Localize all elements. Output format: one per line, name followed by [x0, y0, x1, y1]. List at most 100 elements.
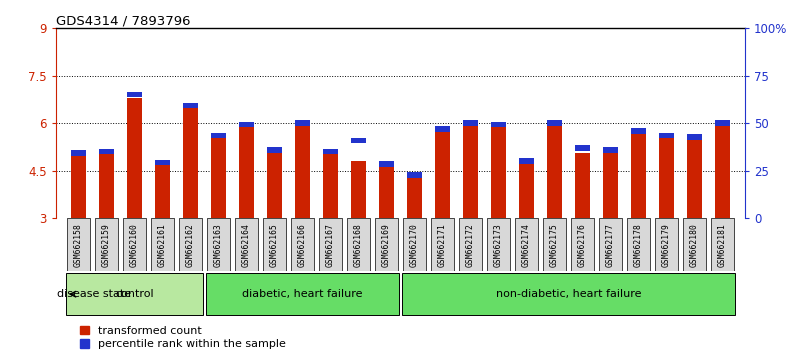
FancyBboxPatch shape	[291, 218, 314, 271]
Text: GSM662163: GSM662163	[214, 223, 223, 267]
Bar	[491, 122, 506, 127]
Text: disease state: disease state	[57, 289, 131, 299]
Bar	[351, 161, 366, 218]
Bar	[435, 128, 450, 218]
Text: GSM662165: GSM662165	[270, 223, 279, 267]
Text: GSM662177: GSM662177	[606, 223, 615, 267]
FancyBboxPatch shape	[459, 218, 482, 271]
Bar	[155, 160, 170, 165]
Text: GSM662174: GSM662174	[522, 223, 531, 267]
FancyBboxPatch shape	[235, 218, 258, 271]
FancyBboxPatch shape	[375, 218, 398, 271]
Text: GSM662166: GSM662166	[298, 223, 307, 267]
Bar	[603, 152, 618, 218]
Bar	[686, 139, 702, 218]
Bar	[519, 161, 534, 218]
Bar	[547, 120, 562, 126]
Bar	[99, 149, 115, 154]
Bar	[99, 153, 115, 218]
FancyBboxPatch shape	[347, 218, 370, 271]
Text: GSM662181: GSM662181	[718, 223, 727, 267]
Text: GSM662172: GSM662172	[466, 223, 475, 267]
Text: GSM662171: GSM662171	[438, 223, 447, 267]
FancyBboxPatch shape	[123, 218, 146, 271]
Text: GSM662162: GSM662162	[186, 223, 195, 267]
Text: GSM662168: GSM662168	[354, 223, 363, 267]
Bar	[379, 166, 394, 218]
Bar	[183, 103, 198, 108]
Bar	[659, 133, 674, 138]
FancyBboxPatch shape	[206, 273, 399, 315]
Bar	[686, 135, 702, 140]
FancyBboxPatch shape	[263, 218, 286, 271]
Bar	[267, 152, 282, 218]
Text: control: control	[115, 289, 154, 299]
FancyBboxPatch shape	[599, 218, 622, 271]
Bar	[323, 149, 338, 154]
Text: GSM662170: GSM662170	[410, 223, 419, 267]
Text: non-diabetic, heart failure: non-diabetic, heart failure	[496, 289, 642, 299]
FancyBboxPatch shape	[683, 218, 706, 271]
FancyBboxPatch shape	[403, 218, 426, 271]
FancyBboxPatch shape	[543, 218, 566, 271]
Text: GSM662176: GSM662176	[578, 223, 587, 267]
Bar	[379, 161, 394, 167]
Bar	[714, 120, 731, 126]
FancyBboxPatch shape	[179, 218, 202, 271]
FancyBboxPatch shape	[487, 218, 510, 271]
FancyBboxPatch shape	[151, 218, 174, 271]
FancyBboxPatch shape	[515, 218, 538, 271]
Text: GSM662178: GSM662178	[634, 223, 643, 267]
Bar	[295, 120, 310, 126]
Bar	[659, 136, 674, 218]
Bar	[575, 153, 590, 218]
Bar	[70, 150, 87, 156]
Bar	[463, 120, 478, 218]
FancyBboxPatch shape	[431, 218, 454, 271]
Text: GSM662169: GSM662169	[382, 223, 391, 267]
Bar	[183, 108, 198, 218]
Bar	[407, 176, 422, 218]
FancyBboxPatch shape	[207, 218, 230, 271]
Bar	[239, 122, 254, 218]
Text: diabetic, heart failure: diabetic, heart failure	[242, 289, 363, 299]
FancyBboxPatch shape	[571, 218, 594, 271]
Text: GDS4314 / 7893796: GDS4314 / 7893796	[56, 14, 191, 27]
Bar	[631, 130, 646, 218]
Bar	[575, 145, 590, 151]
Text: GSM662160: GSM662160	[130, 223, 139, 267]
Bar	[463, 120, 478, 126]
Bar	[295, 120, 310, 218]
FancyBboxPatch shape	[95, 218, 118, 271]
Bar	[407, 172, 422, 178]
Bar	[435, 126, 450, 132]
Bar	[155, 164, 170, 218]
Text: GSM662167: GSM662167	[326, 223, 335, 267]
Bar	[714, 122, 731, 218]
Text: GSM662161: GSM662161	[158, 223, 167, 267]
Bar	[239, 122, 254, 127]
Bar	[519, 158, 534, 164]
Bar	[603, 147, 618, 153]
Text: GSM662180: GSM662180	[690, 223, 699, 267]
Text: GSM662164: GSM662164	[242, 223, 251, 267]
Bar	[631, 128, 646, 134]
FancyBboxPatch shape	[67, 218, 90, 271]
Text: GSM662173: GSM662173	[494, 223, 503, 267]
Bar	[127, 92, 143, 97]
FancyBboxPatch shape	[627, 218, 650, 271]
Text: GSM662158: GSM662158	[74, 223, 83, 267]
Text: GSM662175: GSM662175	[550, 223, 559, 267]
Bar	[351, 137, 366, 143]
FancyBboxPatch shape	[66, 273, 203, 315]
Bar	[127, 98, 143, 218]
Bar	[491, 125, 506, 218]
FancyBboxPatch shape	[319, 218, 342, 271]
Bar	[323, 152, 338, 218]
Bar	[267, 147, 282, 153]
FancyBboxPatch shape	[655, 218, 678, 271]
Bar	[211, 137, 226, 218]
Text: GSM662179: GSM662179	[662, 223, 671, 267]
FancyBboxPatch shape	[402, 273, 735, 315]
Bar	[70, 155, 87, 218]
